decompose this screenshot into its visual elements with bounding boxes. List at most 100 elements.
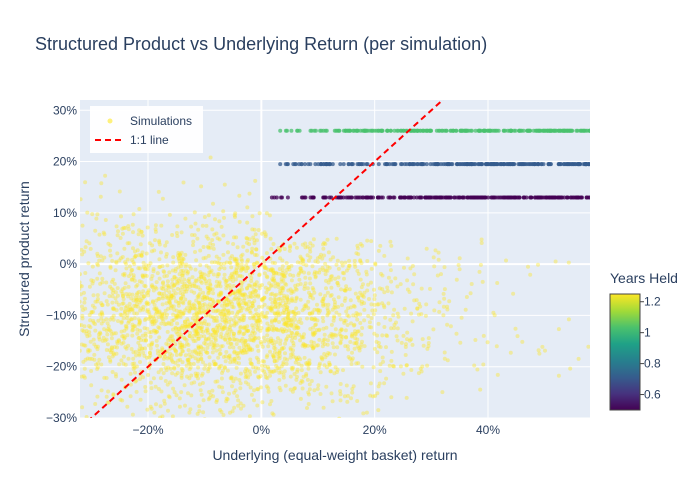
scatter-point	[215, 236, 220, 241]
scatter-point	[238, 317, 243, 322]
scatter-point	[273, 311, 278, 316]
scatter-point	[372, 302, 377, 307]
scatter-point	[144, 274, 149, 278]
scatter-point	[119, 341, 124, 346]
scatter-point	[505, 95, 509, 99]
scatter-point	[263, 234, 268, 239]
scatter-point	[269, 283, 274, 288]
scatter-point	[187, 322, 192, 327]
scatter-point	[395, 338, 400, 343]
legend-simulations-marker	[107, 118, 113, 124]
scatter-point	[512, 95, 516, 99]
scatter-point	[199, 345, 204, 350]
scatter-point	[88, 325, 93, 330]
scatter-point	[264, 266, 269, 271]
scatter-point	[203, 279, 208, 284]
scatter-point	[282, 327, 287, 332]
scatter-point	[455, 95, 459, 99]
scatter-point	[187, 308, 192, 313]
scatter-point	[262, 359, 267, 364]
scatter-point	[197, 310, 202, 315]
scatter-point	[149, 406, 154, 411]
scatter-point	[55, 353, 59, 357]
scatter-point	[44, 327, 48, 331]
scatter-point	[489, 195, 494, 200]
scatter-point	[220, 327, 225, 332]
scatter-point	[225, 397, 230, 402]
scatter-point	[87, 333, 92, 338]
legend[interactable]: Simulations 1:1 line	[90, 106, 203, 153]
scatter-point	[122, 335, 127, 340]
scatter-point	[236, 356, 241, 361]
scatter-point	[95, 254, 100, 258]
scatter-point	[67, 348, 71, 352]
scatter-point	[171, 386, 176, 391]
scatter-point	[307, 290, 311, 295]
scatter-point	[326, 250, 331, 255]
scatter-point	[183, 297, 188, 302]
scatter-point	[237, 345, 242, 350]
scatter-point	[234, 342, 239, 346]
scatter-point	[198, 270, 203, 275]
scatter-point	[130, 268, 135, 272]
scatter-point	[193, 307, 198, 311]
scatter-point	[34, 402, 38, 406]
scatter-point	[107, 294, 112, 299]
scatter-point	[127, 307, 132, 312]
scatter-point	[307, 95, 311, 99]
scatter-point	[192, 210, 197, 215]
scatter-point	[209, 305, 213, 310]
scatter-point	[288, 244, 293, 248]
scatter-point	[401, 333, 406, 338]
scatter-point	[118, 236, 123, 240]
scatter-point	[376, 341, 381, 345]
scatter-point	[441, 304, 446, 309]
scatter-point	[265, 328, 270, 333]
scatter-point	[226, 308, 231, 313]
scatter-point	[316, 310, 321, 315]
scatter-point	[470, 95, 474, 99]
scatter-point	[190, 316, 195, 321]
scatter-point	[464, 95, 468, 99]
scatter-point	[256, 313, 261, 318]
scatter-point	[304, 373, 309, 378]
scatter-point	[200, 371, 205, 376]
scatter-point	[84, 331, 89, 336]
scatter-point	[115, 293, 120, 298]
scatter-point	[168, 293, 173, 298]
scatter-point	[218, 95, 222, 99]
scatter-point	[296, 273, 301, 278]
scatter-point	[110, 279, 114, 284]
scatter-point	[294, 95, 298, 99]
scatter-point	[91, 318, 96, 323]
scatter-point	[253, 307, 258, 312]
scatter-point	[400, 95, 404, 99]
scatter-point	[258, 385, 263, 390]
scatter-point	[122, 271, 127, 276]
scatter-point	[242, 296, 247, 301]
scatter-point	[416, 371, 421, 376]
scatter-point	[197, 326, 202, 330]
scatter-point	[457, 195, 462, 200]
scatter-point	[114, 308, 119, 313]
scatter-point	[86, 349, 91, 354]
scatter-point	[143, 333, 148, 338]
scatter-point	[249, 338, 254, 343]
scatter-point	[320, 315, 325, 320]
scatter-point	[83, 180, 88, 185]
scatter-point	[347, 263, 351, 268]
scatter-point	[143, 346, 147, 351]
scatter-point	[233, 215, 237, 219]
scatter-point	[302, 304, 307, 309]
scatter-point	[208, 297, 213, 302]
scatter-point	[180, 368, 185, 373]
scatter-point	[154, 298, 159, 303]
scatter-point	[303, 343, 308, 348]
scatter-point	[188, 284, 192, 289]
scatter-point	[181, 268, 186, 273]
scatter-point	[265, 333, 270, 338]
scatter-point	[329, 274, 333, 279]
scatter-point	[170, 233, 175, 237]
scatter-point	[229, 271, 234, 276]
scatter-point	[322, 342, 327, 347]
